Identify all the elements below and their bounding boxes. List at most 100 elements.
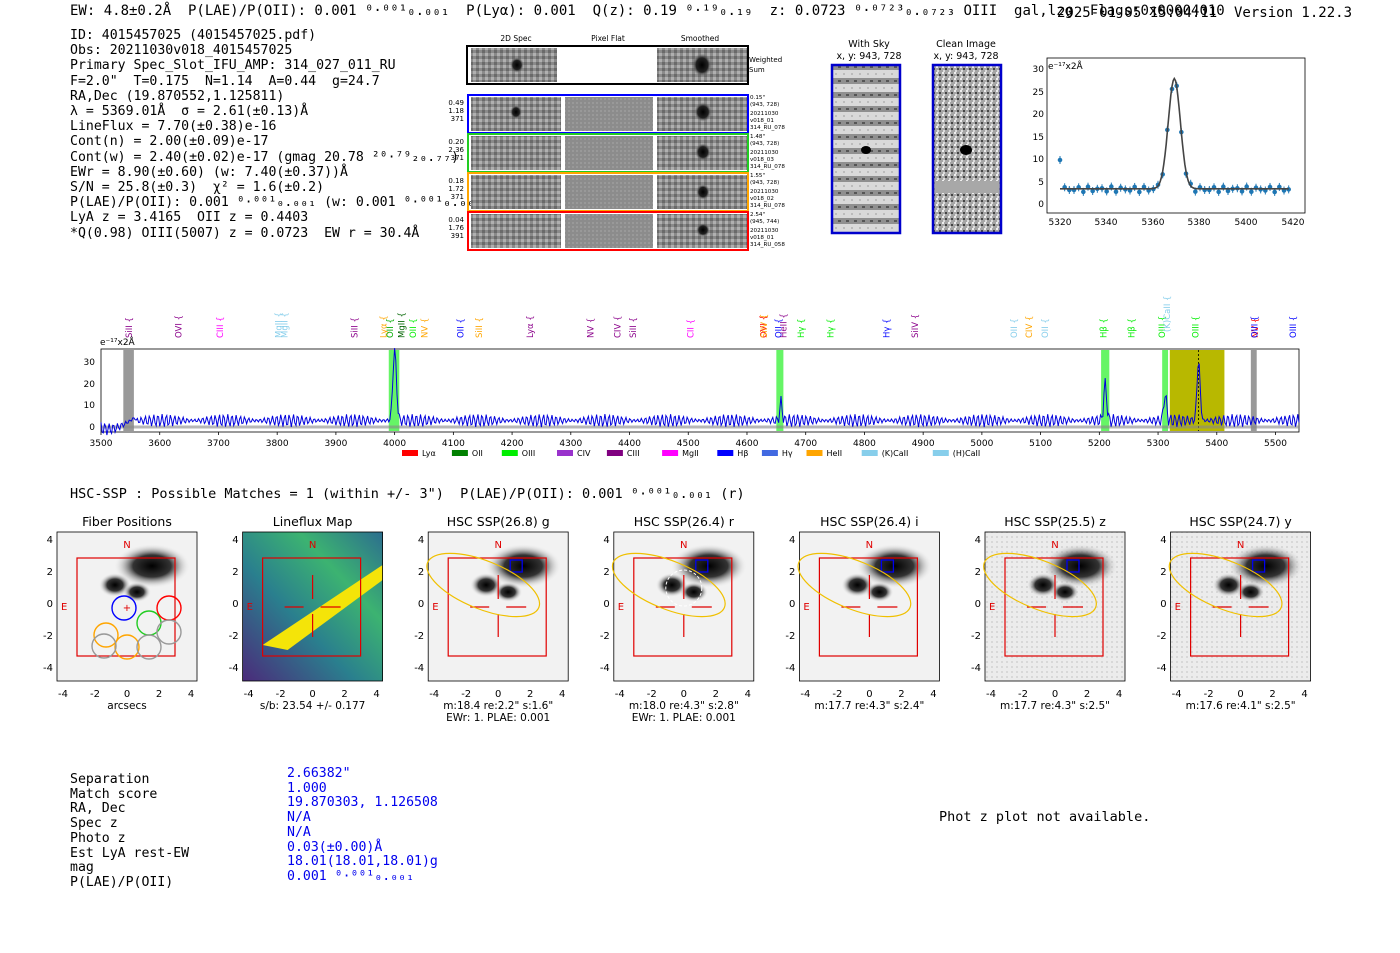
galaxy-arm xyxy=(99,573,131,597)
legend-swatch xyxy=(662,450,679,456)
match-label: Match score xyxy=(70,786,158,802)
spec-x-tick: 3500 xyxy=(90,439,113,449)
row4-stat: 0.04 xyxy=(448,216,464,224)
spec-x-tick: 5200 xyxy=(1088,439,1111,449)
panel-axes xyxy=(799,531,940,682)
info-line: RA,Dec (19.870552,1.125811) xyxy=(70,88,285,104)
galaxy-core xyxy=(114,544,190,588)
x-tick: -2 xyxy=(1018,689,1028,700)
match-marker xyxy=(695,559,709,573)
row2-meta: (943, 728) xyxy=(750,141,779,147)
line-label: OII { xyxy=(1041,318,1051,338)
source-position-marker: + xyxy=(123,603,131,614)
line-label: NV { xyxy=(421,318,431,338)
source-spot xyxy=(960,145,972,155)
panel-stats: EWr: 1. PLAE: 0.001 xyxy=(446,712,550,724)
y-tick: 4 xyxy=(1160,535,1166,546)
info-line: λ = 5369.01Å σ = 2.61(±0.13)Å xyxy=(70,104,309,120)
row1-stat: 0.49 xyxy=(448,99,464,107)
aperture-circle xyxy=(665,569,703,607)
row3-meta: 20211030 xyxy=(750,189,779,195)
legend-label: MgII xyxy=(682,449,699,458)
row1-stat: 371 xyxy=(451,115,464,123)
panel-axes xyxy=(56,531,198,682)
info-line: P(LAE)/P(OII): 0.001 ⁰·⁰⁰¹₀.₀₀₁ (w: 0.00… xyxy=(70,195,491,211)
match-label: P(LAE)/P(OII) xyxy=(70,874,174,890)
y-tick: -4 xyxy=(1157,663,1167,674)
match-label: Photo z xyxy=(70,830,126,846)
x-tick: 0 xyxy=(1052,689,1058,700)
legend-label: OII xyxy=(472,449,483,458)
cutout-row-2 xyxy=(467,133,749,173)
zoom-x-tick: 5360 xyxy=(1142,218,1165,228)
y-tick: 0 xyxy=(1160,599,1166,610)
fiber-circle xyxy=(114,634,140,660)
x-tick: 4 xyxy=(1116,689,1122,700)
imaging-panel: HSC SSP(25.5) z N E -4 4 -2 2 0 0 2 -2 4 -4 m:17.7 re… xyxy=(971,514,1126,712)
zoom-y-tick: 25 xyxy=(1033,88,1044,98)
y-tick: 4 xyxy=(418,535,424,546)
clean-image-coords: x, y: 943, 728 xyxy=(933,51,998,62)
clean-image-title: Clean Image xyxy=(936,39,996,50)
line-window xyxy=(1162,350,1169,431)
line-label: OIII { xyxy=(1158,316,1168,338)
line-label: OII { xyxy=(1010,318,1020,338)
legend-label: Lyα xyxy=(422,449,436,458)
info-line: Primary Spec_Slot_IFU_AMP: 314_027_011_R… xyxy=(70,58,396,74)
panel-xlabel: m:18.0 re:4.3" s:2.8" xyxy=(629,700,739,712)
match-marker xyxy=(880,559,895,573)
catalog-ellipse xyxy=(426,552,541,618)
hsc-match-summary: HSC-SSP : Possible Matches = 1 (within +… xyxy=(70,486,745,502)
x-tick: -2 xyxy=(90,689,100,700)
catalog-ellipse xyxy=(797,552,912,618)
x-tick: -4 xyxy=(429,689,439,700)
legend-swatch xyxy=(806,450,823,456)
line-label: OII { xyxy=(409,318,419,338)
y-tick: 2 xyxy=(1160,567,1166,578)
line-label: Lyα { xyxy=(526,315,536,338)
x-tick: 4 xyxy=(373,689,379,700)
panel-title: Fiber Positions xyxy=(82,514,172,529)
north-label: N xyxy=(866,540,873,551)
weighted-label-2: Sum xyxy=(749,66,765,74)
line-label: MgII { xyxy=(281,312,291,338)
match-value: 19.870303, 1.126508 xyxy=(287,795,438,811)
spec-x-tick: 3600 xyxy=(148,439,171,449)
spec-y-tick: 10 xyxy=(84,401,96,411)
row3-stat: 1.72 xyxy=(448,185,464,193)
aperture-box xyxy=(447,557,547,657)
x-tick: 4 xyxy=(188,689,194,700)
panel-title: HSC SSP(26.8) g xyxy=(447,514,550,529)
spec-x-tick: 3700 xyxy=(207,439,230,449)
east-label: E xyxy=(618,602,624,613)
line-fit-zoom-plot: e⁻¹⁷x2Å 0 5 10 15 20 25 30 5320 5340 536… xyxy=(1033,57,1306,228)
x-tick: 2 xyxy=(1269,689,1275,700)
row2-meta: v018_03 xyxy=(750,157,774,163)
line-label: SiIV { xyxy=(911,314,921,338)
row2-stat: 0.20 xyxy=(448,138,464,146)
line-label: OII { xyxy=(775,318,785,338)
x-tick: 4 xyxy=(1301,689,1307,700)
legend-swatch xyxy=(717,450,734,456)
x-tick: 0 xyxy=(681,689,687,700)
spec-x-tick: 5500 xyxy=(1264,439,1287,449)
galaxy-core xyxy=(1042,544,1118,588)
aperture-box xyxy=(633,557,733,657)
x-tick: 2 xyxy=(156,689,162,700)
legend-swatch xyxy=(557,450,573,456)
spec-x-tick: 4900 xyxy=(912,439,935,449)
line-window xyxy=(388,350,400,431)
catalog-ellipse xyxy=(611,552,726,618)
legend-swatch xyxy=(606,450,623,456)
spectrum-unit-label: e⁻¹⁷x2Å xyxy=(100,336,136,348)
emission-blob xyxy=(692,53,712,77)
line-label: SiII { xyxy=(629,317,639,338)
legend-swatch xyxy=(861,450,878,456)
zoom-unit-label: e⁻¹⁷x2Å xyxy=(1048,60,1084,72)
match-label: Separation xyxy=(70,772,150,787)
y-tick: 0 xyxy=(975,599,981,610)
source-spot xyxy=(861,146,871,154)
zoom-y-tick: 0 xyxy=(1038,200,1044,210)
detection-summary: EW: 4.8±0.2Å P(LAE)/P(OII): 0.001 ⁰·⁰⁰¹₀… xyxy=(70,3,1225,19)
col-title-pixel-flat: Pixel Flat xyxy=(591,34,625,43)
